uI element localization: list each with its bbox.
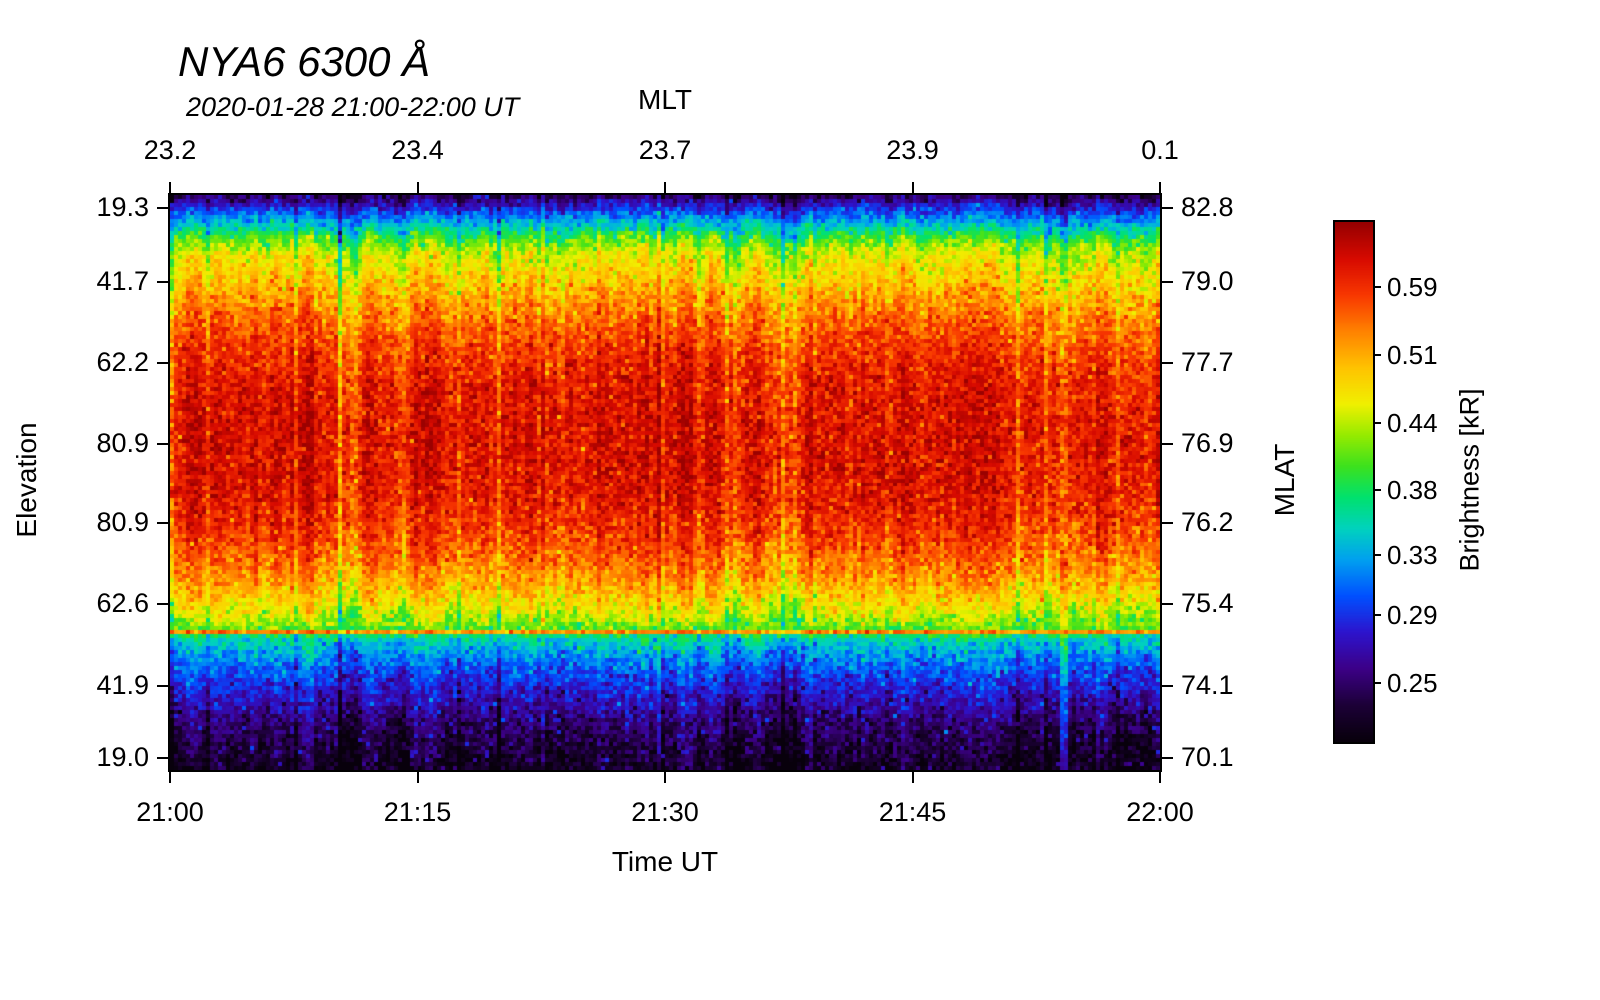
left-axis-tick-label: 62.2 [96,346,149,377]
right-axis-tick [1160,602,1173,605]
right-axis-tick [1160,361,1173,364]
top-axis-tick-label: 23.4 [391,135,444,165]
plot-frame [168,193,1162,772]
left-axis-tick-label: 19.3 [96,192,149,223]
heatmap-canvas [170,195,1160,770]
right-axis-tick-label: 75.4 [1181,587,1234,618]
left-axis-label: Elevation [11,422,42,538]
colorbar-frame [1333,220,1375,744]
right-axis-tick-label: 79.0 [1181,265,1234,296]
bottom-axis-tick-label: 21:00 [136,797,204,827]
colorbar-tick [1373,682,1381,685]
top-axis-tick-label: 0.1 [1141,135,1179,165]
colorbar-tick [1373,286,1381,289]
left-axis-tick-label: 41.7 [96,265,149,296]
right-axis-tick-label: 74.1 [1181,670,1234,701]
colorbar-tick [1373,489,1381,492]
left-axis-tick [157,280,170,283]
bottom-axis-tick [416,770,419,783]
right-axis-tick [1160,280,1173,283]
bottom-axis-tick-label: 21:15 [383,797,452,827]
right-axis-tick-label: 76.9 [1181,427,1234,458]
colorbar-tick-label: 0.25 [1387,668,1438,699]
right-axis-tick-label: 82.8 [1181,192,1234,223]
right-axis-tick [1160,521,1173,524]
left-axis-tick-label: 41.9 [96,670,149,701]
top-axis-tick-label: 23.7 [638,135,692,165]
top-axis-tick-label: 23.9 [886,135,939,165]
bottom-axis-tick [911,770,914,783]
bottom-axis-tick [664,770,666,783]
top-axis-label: MLT [638,84,692,115]
right-axis-tick [1160,756,1173,759]
colorbar-tick-label: 0.29 [1387,599,1438,630]
bottom-axis-label: Time UT [611,846,719,877]
left-axis-tick-label: 19.0 [96,741,149,772]
left-axis-tick [157,685,170,688]
left-axis-tick [157,521,170,524]
colorbar-tick [1373,421,1381,424]
colorbar-tick-label: 0.44 [1387,407,1438,438]
plot-title: NYA6 6300 Å [178,38,431,85]
right-axis-tick [1160,207,1173,210]
bottom-axis-tick-label: 21:45 [878,797,947,827]
colorbar-tick-label: 0.38 [1387,475,1438,506]
colorbar-tick [1373,554,1381,557]
colorbar-tick [1373,613,1381,616]
top-axis-tick [169,182,171,195]
colorbar-tick-label: 0.51 [1387,339,1438,370]
colorbar-tick-label: 0.59 [1387,272,1438,303]
right-axis-tick [1160,442,1173,445]
bottom-axis-tick [169,770,171,783]
bottom-axis-tick-label: 21:30 [631,797,699,827]
left-axis-tick [157,361,170,364]
top-axis-tick [1159,182,1161,195]
right-axis-tick [1160,685,1173,688]
top-axis-tick [664,182,666,195]
bottom-axis-tick [1159,770,1161,783]
left-axis-tick-label: 62.6 [96,587,149,618]
plot-subtitle: 2020-01-28 21:00-22:00 UT [186,92,520,122]
top-axis-tick [416,182,419,195]
right-axis-label: MLAT [1269,443,1300,517]
left-axis-tick [157,602,170,605]
colorbar-canvas [1335,222,1373,742]
right-axis-tick-label: 76.2 [1181,506,1234,537]
colorbar-tick-label: 0.33 [1387,540,1438,571]
left-axis-tick [157,442,170,445]
left-axis-tick-label: 80.9 [96,506,149,537]
top-axis-tick-label: 23.2 [143,135,197,165]
left-axis-tick [157,756,170,759]
right-axis-tick-label: 77.7 [1181,346,1234,377]
colorbar-tick [1373,353,1381,356]
left-axis-tick [157,207,170,210]
right-axis-tick-label: 70.1 [1181,741,1234,772]
top-axis-tick [911,182,914,195]
bottom-axis-tick-label: 22:00 [1126,797,1194,827]
left-axis-tick-label: 80.9 [96,427,149,458]
